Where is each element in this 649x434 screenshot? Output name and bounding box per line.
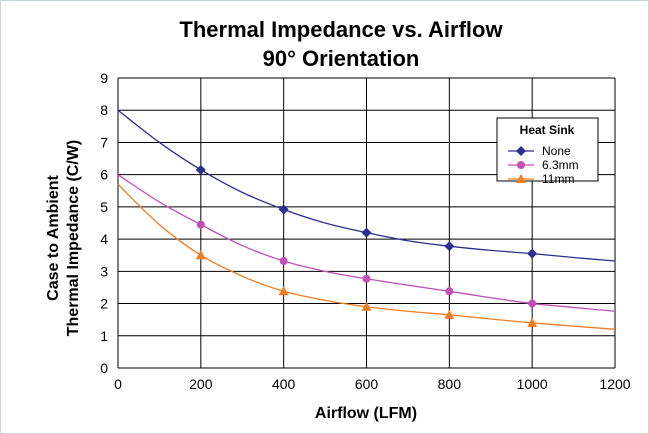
data-point-3 [444, 309, 455, 319]
x-tick-label: 1000 [517, 376, 548, 392]
legend-entry-label: None [542, 144, 571, 158]
legend-entry-label: 11mm [542, 172, 574, 186]
x-tick-labels: 0 200 400 600 800 1000 1200 [114, 376, 631, 392]
data-point-1 [195, 164, 206, 175]
y-tick-label: 4 [100, 231, 108, 247]
x-tick-label: 1200 [599, 376, 630, 392]
data-point-3 [195, 250, 206, 260]
y-tick-label: 3 [100, 263, 108, 279]
legend-title: Heat Sink [520, 123, 575, 137]
data-point-3 [278, 286, 289, 296]
y-tick-label: 2 [100, 296, 108, 312]
x-tick-label: 800 [438, 376, 462, 392]
data-point-1 [278, 204, 289, 215]
legend-entry-label: 6.3mm [542, 158, 579, 172]
data-point-2 [362, 274, 371, 283]
x-tick-label: 200 [189, 376, 213, 392]
chart-title-line-1: Thermal Impedance vs. Airflow [179, 17, 503, 42]
data-point-2 [528, 299, 537, 308]
y-tick-label: 5 [100, 199, 108, 215]
y-tick-label: 8 [100, 102, 108, 118]
legend-swatch-marker [517, 161, 525, 169]
series-markers [195, 164, 538, 327]
legend-swatch-marker [516, 146, 526, 156]
data-point-2 [196, 220, 205, 229]
x-tick-label: 0 [114, 376, 122, 392]
y-tick-label: 1 [100, 328, 108, 344]
y-axis-label-line-1: Case to Ambient [45, 175, 62, 301]
x-tick-label: 400 [272, 376, 296, 392]
x-tick-label: 600 [355, 376, 379, 392]
legend-swatch-marker [516, 174, 526, 183]
data-point-3 [527, 317, 538, 327]
y-tick-label: 6 [100, 167, 108, 183]
y-tick-labels: 0 1 2 3 4 5 6 7 8 9 [100, 70, 108, 376]
data-point-3 [361, 301, 372, 311]
data-point-2 [445, 287, 454, 296]
y-tick-label: 9 [100, 70, 108, 86]
data-point-1 [361, 227, 372, 238]
chart-title-line-2: 90° Orientation [263, 46, 420, 71]
data-point-1 [527, 248, 538, 259]
x-axis-label: Airflow (LFM) [315, 405, 417, 422]
y-tick-label: 7 [100, 134, 108, 150]
data-point-2 [279, 257, 288, 266]
data-point-1 [444, 241, 455, 252]
y-axis-label-line-2: Thermal Impedance (C/W) [65, 140, 82, 336]
y-tick-label: 0 [100, 360, 108, 376]
legend-box [496, 117, 599, 182]
